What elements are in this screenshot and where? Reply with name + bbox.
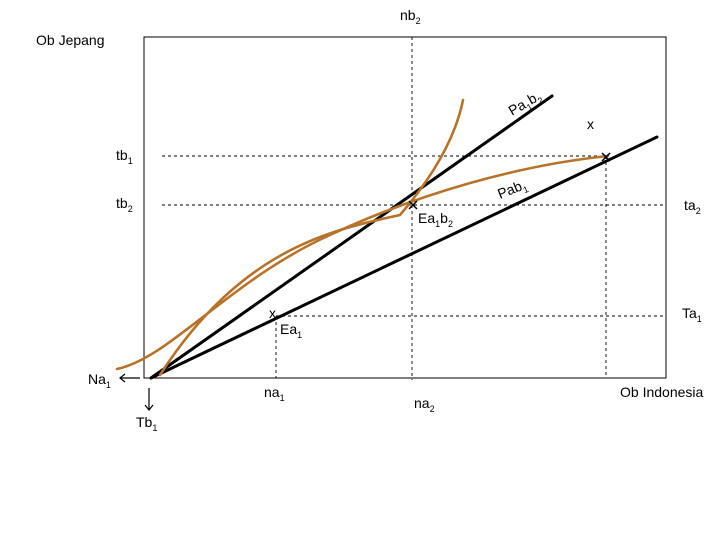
label-tb2: tb2 — [116, 195, 133, 214]
price-line-pa1b2 — [149, 94, 554, 380]
price-line-pab1 — [149, 135, 659, 380]
x-marker-ea1b2 — [408, 200, 418, 210]
offer-curve-indonesia — [158, 98, 465, 377]
arrow-left-na1 — [119, 373, 140, 383]
label-ea1b2: Ea1b2 — [418, 210, 453, 229]
axis-label-ob-jepang: Ob Jepang — [36, 32, 105, 48]
axis-label-ob-indonesia: Ob Indonesia — [620, 384, 703, 400]
x-marker-right — [601, 152, 611, 162]
label-x-mid: x — [269, 305, 276, 321]
label-x-top: x — [587, 116, 594, 132]
label-ta2: ta2 — [684, 197, 701, 216]
label-tb1-bottom: Tb1 — [136, 414, 157, 433]
diagram-frame — [143, 36, 667, 379]
offer-curve-jepang — [115, 154, 610, 371]
arrow-down-tb1 — [144, 388, 154, 411]
label-ta1: Ta1 — [682, 305, 702, 324]
label-tb1: tb1 — [116, 147, 133, 166]
label-na1-left: Na1 — [88, 371, 111, 390]
label-nb2: nb2 — [400, 7, 421, 26]
label-na2: na2 — [414, 395, 435, 414]
label-na1: na1 — [264, 384, 285, 403]
label-ea1: Ea1 — [280, 321, 302, 340]
